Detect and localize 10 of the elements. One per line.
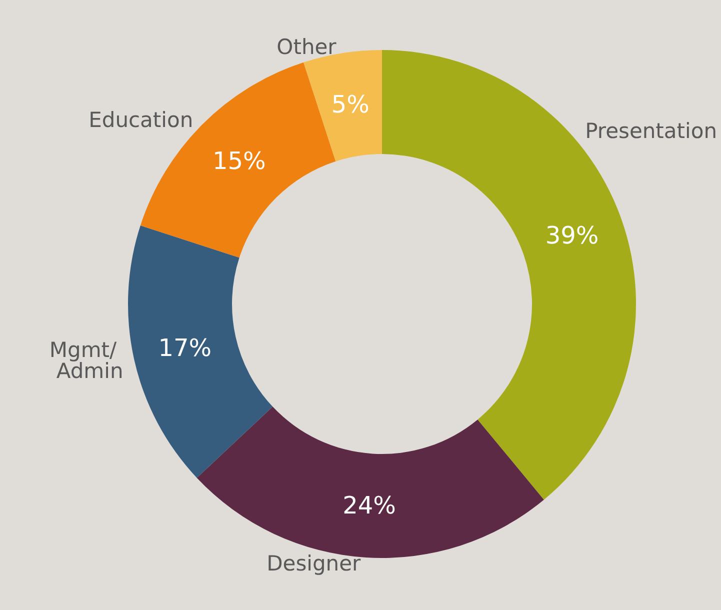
- data-label: 5%: [331, 90, 370, 118]
- data-label: 15%: [212, 147, 266, 176]
- slice-label: Other: [276, 35, 337, 60]
- data-label: 39%: [545, 222, 599, 250]
- slice-label: Presentation: [585, 119, 718, 144]
- slice-label: Education: [88, 108, 194, 132]
- data-label: 17%: [158, 334, 212, 362]
- data-label: 24%: [342, 492, 396, 520]
- slice-label: Mgmt/ Admin: [49, 338, 124, 384]
- slice-label: Designer: [266, 551, 362, 576]
